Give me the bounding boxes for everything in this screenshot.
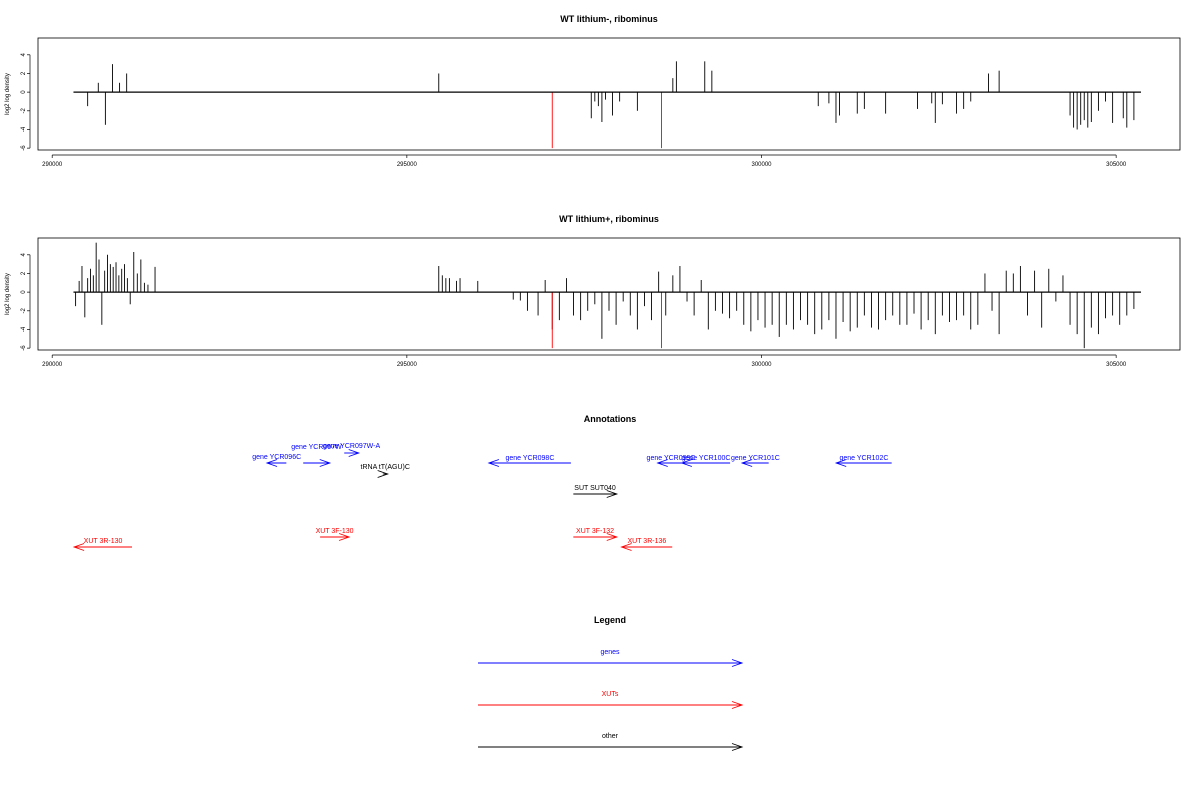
annotation-arrow (680, 459, 731, 467)
y-tick-label: -4 (21, 326, 27, 332)
legend-label: XUTs (602, 691, 619, 698)
y-tick-label: 2 (21, 71, 27, 75)
arrow-head (606, 533, 619, 541)
x-tick-label: 290000 (42, 162, 63, 168)
annotation-label: gene YCR097W-A (323, 443, 381, 450)
annotation-arrow (487, 459, 571, 467)
annotation-label: gene YCR101C (731, 455, 780, 462)
arrow-head (731, 743, 744, 751)
plot-frame (37, 37, 1181, 151)
legend-arrow-genes (478, 659, 744, 667)
arrow-head (72, 543, 85, 551)
annotation-label: XUT 3R-136 (627, 538, 666, 545)
series-black (75, 242, 1135, 349)
annotation-arrow (656, 459, 685, 467)
x-tick-label: 290000 (42, 362, 63, 368)
x-tick-label: 300000 (751, 362, 772, 368)
arrow-head (265, 459, 278, 467)
arrow-head (487, 459, 500, 467)
annotation-arrow (620, 543, 673, 551)
annotation-label: gene YCR100C (682, 455, 731, 462)
y-axis-label: log2 log density (5, 73, 11, 115)
annotation-label: gene YCR102C (839, 455, 888, 462)
annotation-label: SUT SUT040 (574, 485, 616, 492)
legend-arrow-XUTs (478, 701, 744, 709)
y-tick-label: -6 (21, 345, 27, 351)
annotation-arrow (72, 543, 132, 551)
annotation-arrow (740, 459, 769, 467)
series-black (87, 61, 1135, 130)
annotation-label: XUT 3R-130 (84, 538, 123, 545)
x-tick-label: 295000 (397, 362, 418, 368)
chart-panel-2: WT lithium+, ribominus -6 -4 -2 0 2 4 log2 log … (5, 214, 1181, 368)
legend-label: genes (600, 649, 620, 656)
annotation-arrow (573, 533, 619, 541)
chart-title: WT lithium+, ribominus (559, 214, 659, 224)
y-tick-label: 2 (21, 271, 27, 275)
arrow-head (620, 543, 632, 551)
series-red (551, 292, 662, 349)
annotation-arrow (303, 459, 332, 467)
annotation-arrow (573, 490, 619, 498)
x-tick-label: 305000 (1106, 162, 1127, 168)
x-tick-label: 300000 (751, 162, 772, 168)
y-axis-label: log2 log density (5, 273, 11, 315)
y-tick-label: 0 (21, 290, 27, 294)
x-tick-label: 295000 (397, 162, 418, 168)
arrow-head (338, 533, 351, 541)
annotation-arrow (320, 533, 351, 541)
annotation-label: gene YCR097W (291, 444, 342, 451)
chart-panel-1: WT lithium-, ribominus -6 -4 -2 0 2 4 log2 log … (5, 14, 1181, 168)
y-tick-label: -4 (21, 126, 27, 132)
arrow-head (656, 459, 668, 467)
arrow-head (731, 659, 744, 667)
y-tick-label: 0 (21, 90, 27, 94)
annotations-title: Annotations (584, 414, 637, 424)
series-red (551, 92, 662, 149)
arrow-head (348, 449, 361, 457)
arrow-head (740, 459, 753, 467)
annotation-label: XUT 3F-130 (316, 528, 354, 535)
arrow-head (731, 701, 744, 709)
arrow-head (319, 459, 332, 467)
legend-arrow-other (478, 743, 744, 751)
annotation-arrow (377, 470, 389, 478)
annotation-label: XUT 3F-132 (576, 528, 614, 535)
annotation-label: gene YCR098C (505, 455, 554, 462)
annotation-arrow (834, 459, 892, 467)
y-tick-label: -2 (21, 307, 27, 313)
annotation-label: gene YCR096C (252, 454, 301, 461)
y-tick-label: -2 (21, 107, 27, 113)
annotation-label: gene YCR099C (647, 455, 696, 462)
legend-label: other (602, 733, 619, 740)
y-tick-label: 4 (21, 52, 27, 56)
annotation-label: tRNA tT(AGU)C (361, 464, 410, 471)
y-tick-label: 4 (21, 252, 27, 256)
x-tick-label: 305000 (1106, 362, 1127, 368)
arrow-head (377, 470, 389, 478)
annotation-arrow (265, 459, 287, 467)
legend-title: Legend (594, 615, 626, 625)
legend: Legend genes XUTs other (478, 615, 744, 751)
chart-title: WT lithium-, ribominus (560, 14, 658, 24)
plot-frame (37, 237, 1181, 351)
y-tick-label: -6 (21, 145, 27, 151)
arrow-head (606, 490, 619, 498)
annotation-arrow (344, 449, 361, 457)
arrow-head (834, 459, 847, 467)
arrow-head (680, 459, 693, 467)
